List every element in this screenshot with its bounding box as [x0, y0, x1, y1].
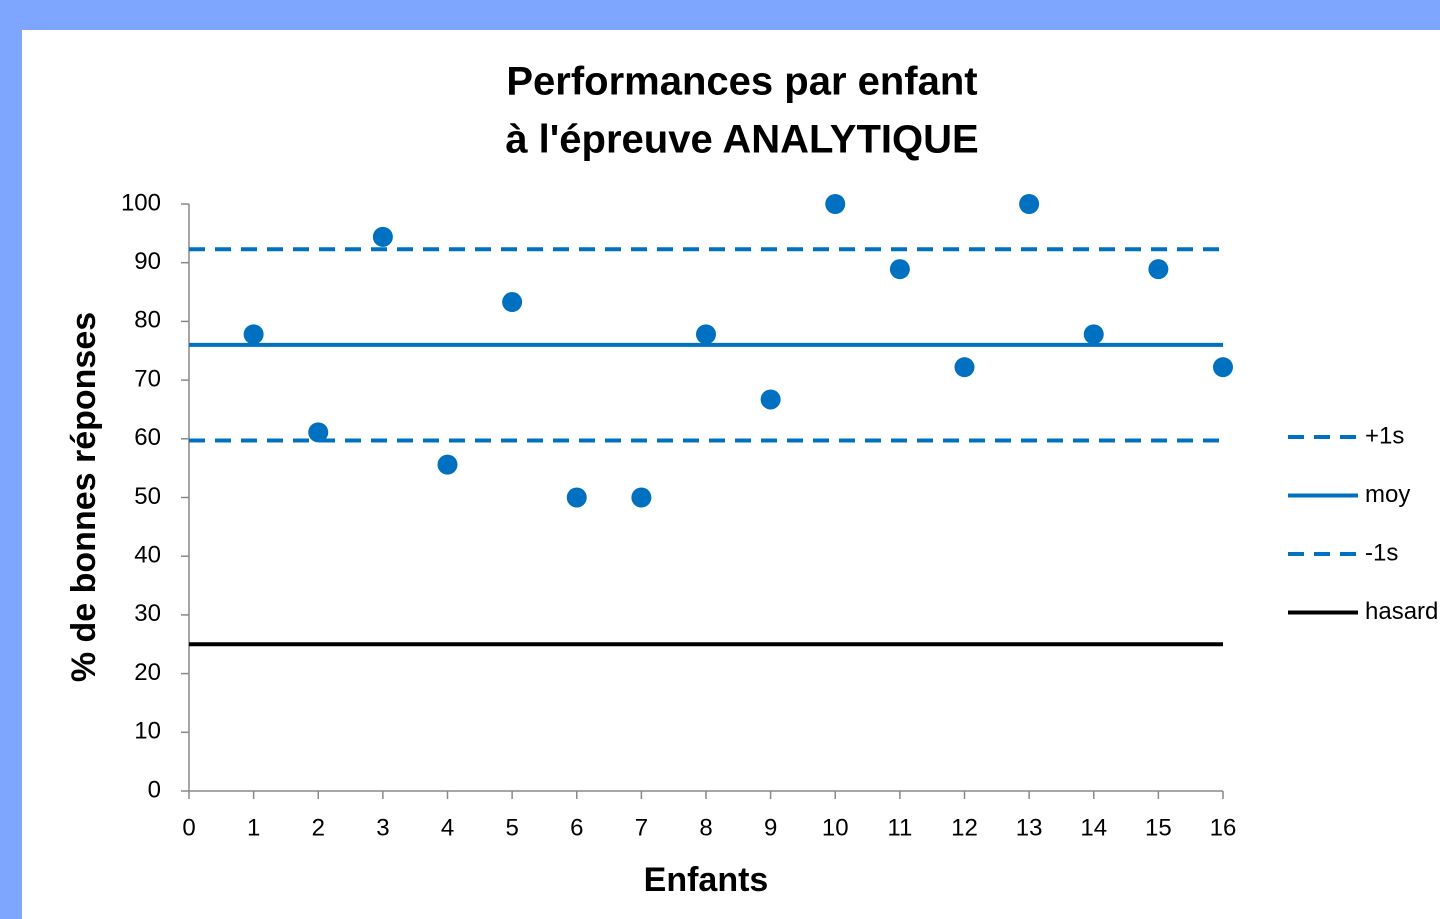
legend-label: moy	[1365, 481, 1410, 508]
y-axis-title: % de bonnes réponses	[65, 312, 103, 682]
x-tick-label: 1	[247, 814, 260, 841]
data-point	[502, 292, 523, 313]
x-tick-label: 9	[764, 814, 777, 841]
x-tick-label: 13	[1016, 814, 1043, 841]
x-tick-label: 12	[951, 814, 978, 841]
x-tick-label: 5	[505, 814, 518, 841]
data-point	[954, 357, 975, 378]
y-tick-label: 30	[134, 600, 161, 627]
y-tick-label: 20	[134, 659, 161, 686]
data-point	[1148, 259, 1169, 280]
data-point	[760, 389, 781, 410]
y-tick-label: 0	[148, 776, 161, 803]
y-tick-label: 60	[134, 424, 161, 451]
data-point	[308, 422, 329, 443]
x-axis-title: Enfants	[644, 861, 769, 899]
data-point	[372, 226, 393, 247]
y-tick-label: 40	[134, 542, 161, 569]
data-point	[696, 324, 716, 345]
x-tick-label: 15	[1145, 814, 1172, 841]
data-point	[566, 487, 587, 508]
x-tick-label: 11	[887, 814, 912, 841]
legend-label: -1s	[1365, 539, 1398, 566]
x-tick-label: 14	[1080, 814, 1107, 841]
data-point	[437, 454, 458, 475]
x-tick-label: 8	[699, 814, 712, 841]
data-point	[1083, 324, 1104, 345]
y-tick-label: 70	[134, 365, 161, 392]
data-point	[1213, 357, 1233, 378]
y-tick-label: 50	[134, 483, 161, 510]
y-tick-label: 100	[121, 189, 161, 216]
x-tick-label: 16	[1210, 814, 1237, 841]
data-point	[631, 487, 652, 508]
x-tick-label: 2	[312, 814, 325, 841]
panel	[22, 30, 1440, 919]
y-tick-label: 90	[134, 248, 161, 275]
y-tick-label: 10	[134, 718, 161, 745]
chart-title: à l'épreuve ANALYTIQUE	[505, 118, 978, 162]
data-point	[243, 324, 264, 345]
x-tick-label: 10	[822, 814, 849, 841]
x-tick-label: 7	[635, 814, 648, 841]
legend-label: hasard	[1365, 598, 1438, 625]
data-point	[889, 259, 910, 280]
chart-title: Performances par enfant	[506, 60, 977, 104]
x-tick-label: 0	[182, 814, 195, 841]
data-point	[1019, 194, 1040, 214]
y-tick-label: 80	[134, 307, 161, 334]
legend-label: +1s	[1365, 422, 1404, 449]
data-point	[825, 194, 846, 214]
x-tick-label: 6	[570, 814, 583, 841]
x-tick-label: 4	[441, 814, 454, 841]
x-tick-label: 3	[376, 814, 389, 841]
